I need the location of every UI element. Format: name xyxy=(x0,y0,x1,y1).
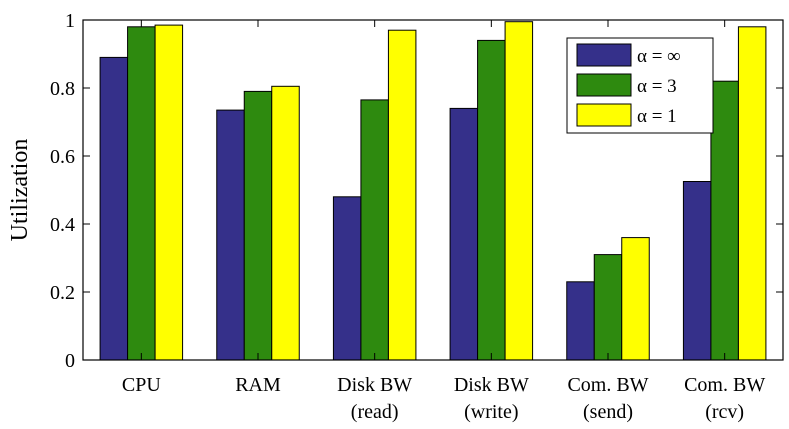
legend-label: α = ∞ xyxy=(637,46,681,67)
y-tick-label: 0 xyxy=(65,350,75,372)
y-tick-label: 0.4 xyxy=(50,214,75,236)
bar xyxy=(566,281,595,361)
bar xyxy=(243,90,273,361)
bars xyxy=(99,20,767,361)
y-tick-label: 0.8 xyxy=(50,78,75,100)
x-tick-label: (read) xyxy=(351,401,399,423)
x-tick-label: Com. BW xyxy=(567,374,648,396)
y-tick-label: 1 xyxy=(65,10,75,32)
bar xyxy=(360,99,389,361)
y-axis-label: Utilization xyxy=(7,139,33,242)
bar xyxy=(127,26,156,361)
legend-swatch xyxy=(576,43,632,67)
bar xyxy=(216,109,245,361)
legend-swatch xyxy=(576,73,632,97)
y-axis: 0 0.2 0.4 0.6 0.8 1 xyxy=(50,10,783,372)
bar xyxy=(332,196,362,361)
bar xyxy=(154,24,184,361)
x-tick-label: Disk BW xyxy=(454,374,529,396)
bar xyxy=(477,39,506,361)
x-tick-label: RAM xyxy=(235,374,281,396)
y-tick-label: 0.6 xyxy=(50,146,75,168)
bar xyxy=(449,107,479,361)
x-tick-label: (send) xyxy=(583,401,633,423)
plot-frame xyxy=(82,19,784,361)
legend-swatch xyxy=(576,103,632,127)
x-tick-label: (write) xyxy=(464,401,518,423)
bar xyxy=(621,237,650,361)
x-tick-label: Com. BW xyxy=(684,374,765,396)
bar xyxy=(593,254,623,361)
y-tick-label: 0.2 xyxy=(50,282,75,304)
x-axis: CPU RAM Disk BW (read) Disk BW (write) Com. BW… xyxy=(122,374,765,423)
legend-label: α = 3 xyxy=(637,76,677,97)
legend: α = ∞ α = 3 α = 1 xyxy=(566,37,714,134)
bar xyxy=(271,85,300,361)
bar xyxy=(387,29,417,361)
bar xyxy=(737,26,767,361)
x-tick-label: CPU xyxy=(122,374,161,396)
x-tick-label: Disk BW xyxy=(337,374,412,396)
bar xyxy=(682,181,712,361)
bar xyxy=(504,21,534,361)
bar xyxy=(710,80,739,361)
legend-label: α = 1 xyxy=(637,106,677,127)
x-tick-label: (rcv) xyxy=(705,401,744,423)
bar xyxy=(99,56,129,361)
